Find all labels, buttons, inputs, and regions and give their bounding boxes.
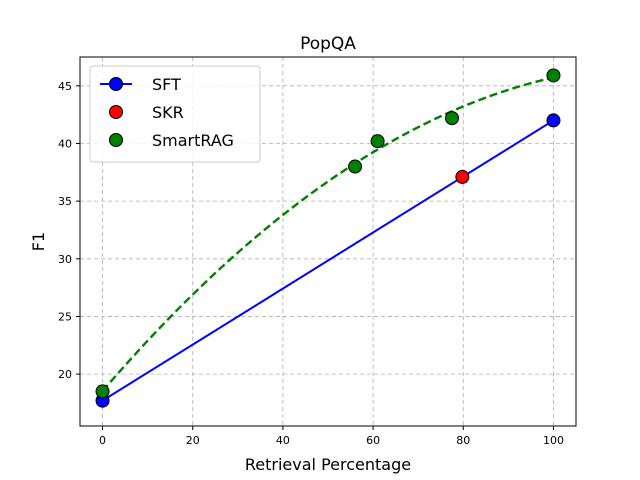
smartrag-point: [445, 111, 459, 126]
y-tick-label: 35: [58, 195, 72, 208]
legend-skr-label: SKR: [152, 103, 184, 122]
chart-title: PopQA: [300, 34, 356, 54]
plot-area: [95, 68, 561, 408]
grid: [80, 57, 576, 426]
legend-sft-marker: [109, 77, 123, 91]
y-tick-label: 40: [58, 137, 72, 150]
x-tick-label: 20: [186, 434, 200, 447]
smartrag-trendline: [101, 76, 554, 392]
y-tick-label: 20: [58, 368, 72, 381]
legend-box: [89, 65, 261, 163]
x-tick-label: 40: [276, 434, 290, 447]
x-tick-label: 60: [366, 434, 380, 447]
smartrag-point: [546, 68, 561, 83]
y-tick-label: 30: [58, 253, 72, 266]
x-tick-label: 80: [456, 434, 470, 447]
y-tick-label: 25: [58, 310, 72, 323]
x-tick-label: 100: [543, 434, 564, 447]
x-axis-title: Retrieval Percentage: [245, 455, 411, 474]
smartrag-point: [95, 384, 110, 399]
y-tick-label: 45: [58, 80, 72, 93]
smartrag-point: [370, 134, 385, 149]
legend-smartrag-marker: [109, 133, 123, 147]
legend-smartrag-label: SmartRAG: [152, 131, 234, 150]
sft-point: [546, 113, 561, 128]
axis-ticks: 0 20 40 60 80 100 20 25 30 35 40 45: [58, 80, 564, 447]
x-tick-label: 0: [99, 434, 106, 447]
y-axis-title: F1: [29, 232, 48, 251]
axes-frame: [79, 56, 577, 427]
sft-line: [102, 119, 554, 402]
legend-sft-label: SFT: [152, 75, 181, 94]
smartrag-point: [348, 159, 363, 174]
legend: SFT SKR SmartRAG: [89, 65, 261, 163]
legend-skr-marker: [109, 105, 123, 119]
skr-point: [455, 169, 470, 184]
